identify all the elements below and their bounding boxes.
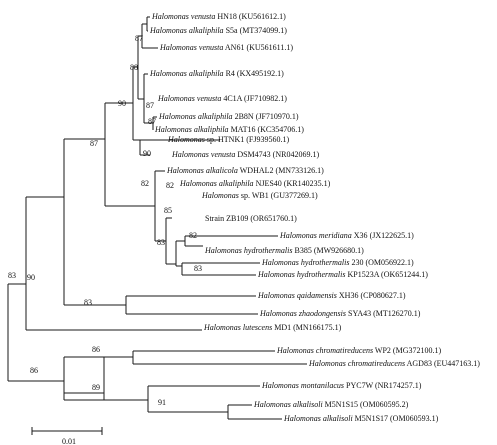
bootstrap-value: 87 xyxy=(135,34,143,43)
branch xyxy=(181,262,260,276)
branch xyxy=(165,217,176,265)
scale-bar-label: 0.01 xyxy=(62,437,76,445)
branch xyxy=(137,35,144,100)
bootstrap-value: 82 xyxy=(166,181,174,190)
bootstrap-value: 89 xyxy=(92,383,100,392)
branch xyxy=(103,356,148,401)
taxon-label: Halomonas alkaliphila MAT16 (KC354706.1) xyxy=(154,125,304,134)
taxon-label: Halomonas alkaliphila S5a (MT374099.1) xyxy=(149,26,287,35)
bootstrap-value: 87 xyxy=(148,117,156,126)
taxon-label: Halomonas meridiana X36 (JX122625.1) xyxy=(279,231,414,240)
bootstrap-value: 87 xyxy=(146,101,154,110)
branch xyxy=(63,138,126,306)
branch xyxy=(139,139,220,156)
taxon-label: Halomonas sp. HTNK1 (FJ939560.1) xyxy=(167,135,289,144)
scale-bar-line xyxy=(31,427,103,435)
taxon-label: Halomonas sp. WB1 (GU377269.1) xyxy=(201,191,318,200)
taxon-label: Halomonas alkaliphila R4 (KX495192.1) xyxy=(149,69,284,78)
bootstrap-value: 85 xyxy=(164,206,172,215)
taxon-label: Strain ZB109 (OR651760.1) xyxy=(205,214,297,223)
scale-bar: 0.01 xyxy=(31,427,103,445)
bootstrap-value: 83 xyxy=(157,238,165,247)
taxon-label: Halomonas alkaliphila NJES40 (KR140235.1… xyxy=(179,179,331,188)
branch xyxy=(132,350,307,365)
branch xyxy=(175,240,185,267)
bootstrap-labels: 87 88 90 87 87 90 87 82 82 85 83 82 83 9… xyxy=(8,34,202,407)
bootstrap-value: 86 xyxy=(92,345,100,354)
taxon-labels: Halomonas venusta HN18 (KU561612.1) Halo… xyxy=(149,12,480,423)
bootstrap-value: 90 xyxy=(118,99,126,108)
bootstrap-value: 82 xyxy=(189,231,197,240)
taxon-label: Halomonas alkalicola WDHAL2 (MN733126.1) xyxy=(166,166,324,175)
branch xyxy=(63,367,104,394)
taxon-label: Halomonas zhaodongensis SYA43 (MT126270.… xyxy=(259,309,421,318)
taxon-label: Halomonas hydrothermalis KP1523A (OK6512… xyxy=(257,270,428,279)
branch xyxy=(141,23,158,49)
branch xyxy=(147,385,260,413)
taxon-label: Halomonas hydrothermalis B385 (MW926680.… xyxy=(204,246,364,255)
taxon-label: Halomonas chromatireducens AGD83 (EU4471… xyxy=(308,359,480,368)
branch xyxy=(154,170,165,241)
bootstrap-value: 83 xyxy=(8,271,16,280)
bootstrap-value: 83 xyxy=(84,298,92,307)
taxon-label: Halomonas venusta HN18 (KU561612.1) xyxy=(151,12,286,21)
taxon-label: Halomonas hydrothermalis 230 (OM056922.1… xyxy=(261,258,414,267)
bootstrap-value: 90 xyxy=(143,149,151,158)
taxon-label: Halomonas alkaliphila 2B8N (JF710970.1) xyxy=(158,112,299,121)
bootstrap-value: 91 xyxy=(158,398,166,407)
bootstrap-value: 86 xyxy=(30,366,38,375)
branch xyxy=(125,295,258,315)
taxon-label: Halomonas montanilacus PYC7W (NR174257.1… xyxy=(261,381,422,390)
taxon-label: Halomonas qaidamensis XH36 (CP080627.1) xyxy=(257,291,406,300)
branch xyxy=(227,404,282,420)
branch xyxy=(184,235,278,247)
branch xyxy=(132,66,140,141)
taxon-label: Halomonas venusta DSM4743 (NR042069.1) xyxy=(171,150,319,159)
taxon-label: Halomonas lutescens MD1 (MN166175.1) xyxy=(203,323,342,332)
taxon-label: Halomonas alkalisoli M5N1S17 (OM060593.1… xyxy=(283,414,439,423)
bootstrap-value: 88 xyxy=(130,63,138,72)
branch xyxy=(143,73,153,124)
tree-branches xyxy=(7,16,307,420)
taxon-label: Halomonas venusta 4C1A (JF710982.1) xyxy=(157,94,287,103)
branch xyxy=(25,196,202,331)
taxon-label: Halomonas venusta AN61 (KU561611.1) xyxy=(159,43,293,52)
bootstrap-value: 82 xyxy=(141,179,149,188)
taxon-label: Halomonas alkalisoli M5N1S15 (OM060595.2… xyxy=(253,400,409,409)
branch xyxy=(7,283,64,382)
bootstrap-value: 83 xyxy=(194,264,202,273)
branch xyxy=(146,16,150,32)
branch xyxy=(152,116,157,130)
branch xyxy=(63,356,148,401)
bootstrap-value: 90 xyxy=(27,273,35,282)
branch xyxy=(104,102,155,207)
taxon-label: Halomonas chromatireducens WP2 (MG372100… xyxy=(276,346,441,355)
bootstrap-value: 87 xyxy=(90,139,98,148)
